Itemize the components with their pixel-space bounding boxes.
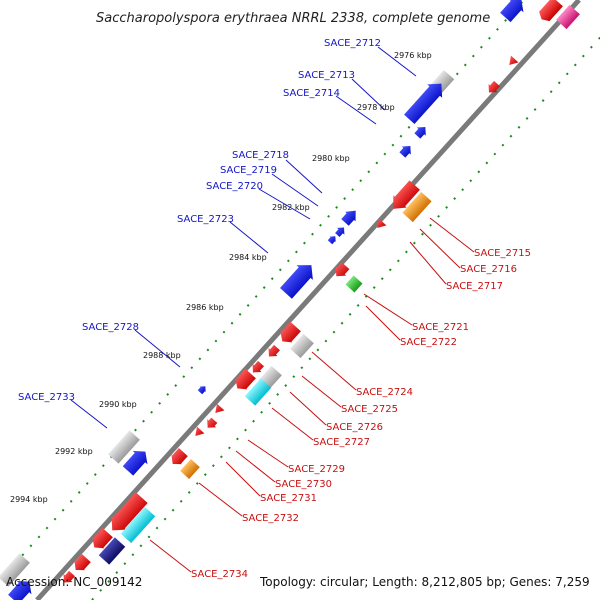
gene-sace-2725[interactable] (290, 333, 314, 359)
gene-sace-2720[interactable] (327, 234, 338, 245)
genome-title: Saccharopolyspora erythraea NRRL 2338, c… (96, 11, 490, 26)
gene-sace-2714[interactable] (413, 123, 430, 140)
tick-label: 2978 kbp (357, 103, 395, 112)
forward-strand-guide (0, 0, 525, 582)
gene-label-sace-2730[interactable]: SACE_2730 (275, 479, 332, 490)
gene-label-sace-2733[interactable]: SACE_2733 (18, 392, 75, 403)
gene-label-sace-2721[interactable]: SACE_2721 (412, 322, 469, 333)
tick-label: 2984 kbp (229, 253, 267, 262)
gene-sace-2734-cyan[interactable] (120, 506, 156, 544)
gene-sace-2714b[interactable] (398, 142, 415, 159)
gene-label-sace-2718[interactable]: SACE_2718 (232, 150, 289, 161)
gene-sace-2722[interactable] (345, 275, 363, 293)
gene-sace-2727b[interactable] (231, 368, 256, 394)
gene-sace-2718[interactable] (340, 206, 361, 227)
reverse-strand-guide (91, 36, 600, 600)
gene-sace-2719[interactable] (334, 224, 348, 238)
gene-label-sace-2713[interactable]: SACE_2713 (298, 70, 355, 81)
gene-label-sace-2724[interactable]: SACE_2724 (356, 387, 413, 398)
gene-top-blue[interactable] (498, 0, 529, 24)
gene-label-sace-2712[interactable]: SACE_2712 (324, 38, 381, 49)
gene-sace-2728[interactable] (197, 384, 208, 395)
reverse-gene-labels (149, 217, 475, 573)
gene-top-red[interactable] (536, 0, 563, 24)
gene-label-sace-2717[interactable]: SACE_2717 (446, 281, 503, 292)
gene-small-red-b[interactable] (485, 80, 502, 97)
gene-sace-2732[interactable] (180, 459, 200, 479)
genome-summary: Topology: circular; Length: 8,212,805 bp… (259, 575, 590, 589)
gene-label-sace-2722[interactable]: SACE_2722 (400, 337, 457, 348)
gene-sace-2734a[interactable] (105, 491, 149, 537)
gene-sace-2716[interactable] (402, 191, 432, 223)
gene-label-sace-2731[interactable]: SACE_2731 (260, 493, 317, 504)
reverse-gene-label-text: SACE_2715 SACE_2716 SACE_2717 SACE_2721 … (191, 248, 531, 580)
forward-gene-label-text: SACE_2712 SACE_2713 SACE_2714 SACE_2718 … (18, 38, 381, 403)
gene-label-sace-2723[interactable]: SACE_2723 (177, 214, 234, 225)
gene-sace-2731[interactable] (192, 426, 205, 440)
gene-sace-2713[interactable] (402, 77, 449, 126)
gene-sace-2726[interactable] (265, 344, 282, 361)
gene-label-sace-2734[interactable]: SACE_2734 (191, 569, 248, 580)
gene-sace-2730[interactable] (203, 416, 219, 431)
accession-label: Accession: NC_009142 (6, 575, 142, 589)
tick-label: 2980 kbp (312, 154, 350, 163)
gene-top-magenta[interactable] (556, 4, 580, 30)
forward-strand-genes (0, 0, 529, 600)
gene-label-sace-2725[interactable]: SACE_2725 (341, 404, 398, 415)
gene-sace-2734b[interactable] (88, 527, 113, 553)
gene-label-sace-2728[interactable]: SACE_2728 (82, 322, 139, 333)
gene-small-red-a[interactable] (506, 55, 519, 69)
gene-label-sace-2727[interactable]: SACE_2727 (313, 437, 370, 448)
gene-label-sace-2715[interactable]: SACE_2715 (474, 248, 531, 259)
gene-sace-2715[interactable] (387, 179, 422, 215)
gene-label-sace-2716[interactable]: SACE_2716 (460, 264, 517, 275)
tick-label: 2992 kbp (55, 447, 93, 456)
reverse-strand-genes (60, 0, 580, 587)
gene-sace-2727a[interactable] (249, 360, 266, 377)
gene-label-sace-2714[interactable]: SACE_2714 (283, 88, 340, 99)
gene-sace-2729[interactable] (212, 403, 225, 417)
gene-label-sace-2729[interactable]: SACE_2729 (288, 464, 345, 475)
forward-gene-labels (70, 46, 417, 429)
gene-sace-2721[interactable] (331, 261, 351, 281)
gene-sace-2734-navy[interactable] (98, 537, 126, 565)
genome-backbone (35, 0, 581, 600)
tick-label: 2994 kbp (10, 495, 48, 504)
gene-sace-2717[interactable] (374, 218, 387, 232)
gene-sace-2734d[interactable] (60, 570, 77, 587)
tick-label: 2976 kbp (394, 51, 432, 60)
tick-label: 2986 kbp (186, 303, 224, 312)
gene-sace-2727-cyan[interactable] (244, 378, 272, 406)
tick-label: 2990 kbp (99, 400, 137, 409)
gene-label-sace-2720[interactable]: SACE_2720 (206, 181, 263, 192)
gene-sace-2734c[interactable] (70, 553, 91, 574)
gene-bottom-gray[interactable] (0, 553, 30, 587)
gene-sace-2731b[interactable] (167, 447, 188, 468)
gene-sace-2733[interactable] (121, 445, 153, 478)
gene-sace-2724[interactable] (276, 321, 301, 347)
tick-label: 2988 kbp (143, 351, 181, 360)
gene-bottom-blue[interactable] (6, 575, 37, 600)
gene-label-sace-2719[interactable]: SACE_2719 (220, 165, 277, 176)
gene-sace-2723[interactable] (278, 258, 320, 301)
gene-sace-2733-gray[interactable] (108, 430, 140, 464)
gene-label-sace-2732[interactable]: SACE_2732 (242, 513, 299, 524)
gene-label-sace-2726[interactable]: SACE_2726 (326, 422, 383, 433)
